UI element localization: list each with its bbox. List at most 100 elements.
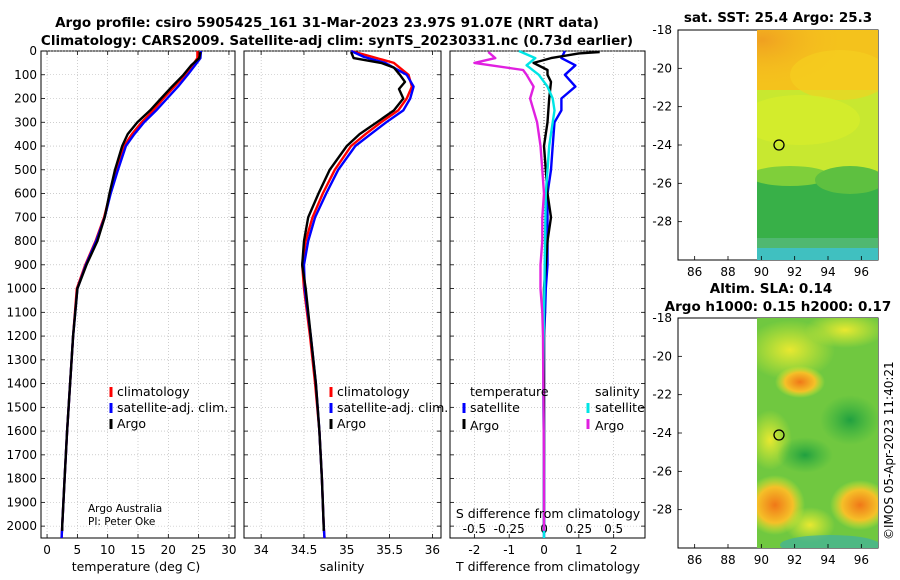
map-y-tick-label: -26 [652,464,672,478]
difference-lines [473,49,600,538]
sla-map-title-2: Argo h1000: 0.15 h2000: 0.17 [665,299,892,315]
y-tick-label: 600 [14,187,37,201]
legend-climatology: climatology [117,384,190,399]
sst-argo-marker [773,139,785,151]
salinity-legend: climatology satellite-adj. clim. Argo [329,384,448,431]
x-tick-label: 34 [253,543,268,557]
y-tick-label: 200 [14,92,37,106]
x-tick-label: 20 [161,543,176,557]
sst-map-ticks: 86 88 90 92 94 96 -20 -22 -24 -26 -28 -18 [652,23,869,279]
map-x-tick-label: 96 [854,553,869,567]
map-x-tick-label: 94 [820,553,835,567]
map-x-tick-label: 92 [787,553,802,567]
x-tick-label: 5 [74,543,82,557]
series-line-salinity-argo [473,51,546,531]
legend-s-satellite: satellite [595,400,645,415]
legend-argo: Argo [117,416,146,431]
temperature-lines [60,50,203,539]
sla-heatmap [757,318,878,548]
x-tick-label-t: 2 [610,543,618,557]
map-y-tick-label: -28 [652,503,672,517]
y-tick-label: 1100 [6,305,37,319]
temperature-legend: climatology satellite-adj. clim. Argo [109,384,228,431]
sst-heatmap [757,30,878,260]
map-y-tick-label: -20 [652,349,672,363]
map-y-tick-label: -18 [652,311,672,325]
y-tick-label: 1000 [6,282,37,296]
x-tick-label: 25 [191,543,206,557]
temperature-ticks: 0100200300400500600700800900100011001200… [6,44,236,557]
y-tick-label: 2000 [6,519,37,533]
difference-legend: temperature satellite Argo salinity sate… [462,384,645,433]
map-y-tick-label: -24 [652,138,672,152]
map-y-tick-label: -24 [652,426,672,440]
x-tick-label: 35 [339,543,354,557]
y-tick-label: 0 [29,44,37,58]
map-x-tick-label: 90 [754,553,769,567]
y-tick-label: 1300 [6,353,37,367]
x-tick-label: 36 [425,543,440,557]
sla-map-ticks: 86 88 90 92 94 96 -20 -22 -24 -26 -28 -18 [652,311,869,567]
sla-map-panel: Altim. SLA: 0.14 Argo h1000: 0.15 h2000:… [652,281,891,567]
title-line-1: Argo profile: csiro 5905425_161 31-Mar-2… [55,15,599,31]
legend-climatology: climatology [337,384,410,399]
legend-satellite: satellite-adj. clim. [117,400,228,415]
x-tick-label: 35.5 [376,543,403,557]
legend-s-argo: Argo [595,418,624,433]
difference-grid [450,50,645,538]
x-tick-label-t: -2 [468,543,480,557]
y-tick-label: 1400 [6,377,37,391]
map-x-tick-label: 90 [754,265,769,279]
difference-xlabel: T difference from climatology [455,559,641,574]
difference-panel: -2 -1 0 1 2-0.5 -0.25 0 0.25 0.5 T difference fr… [449,49,646,574]
map-y-tick-label: -26 [652,176,672,190]
x-tick-label-t: 1 [575,543,583,557]
y-tick-label: 400 [14,139,37,153]
y-tick-label: 300 [14,115,37,129]
series-line-argo [61,51,202,531]
map-x-tick-label: 88 [720,265,735,279]
x-tick-label: 0 [43,543,51,557]
y-tick-label: 1700 [6,448,37,462]
map-y-tick-label: -20 [652,61,672,75]
sst-map-panel: sat. SST: 25.4 Argo: 25.3 86 88 90 92 94 96 -2… [652,10,879,279]
legend-satellite: satellite-adj. clim. [337,400,448,415]
y-tick-label: 1900 [6,495,37,509]
map-x-tick-label: 92 [787,265,802,279]
map-y-tick-label: -28 [652,215,672,229]
sla-map-title-1: Altim. SLA: 0.14 [710,281,832,297]
legend-t-argo: Argo [470,418,499,433]
x-tick-label-s: 0.25 [565,522,592,536]
y-tick-label: 1800 [6,472,37,486]
y-tick-label: 500 [14,163,37,177]
y-tick-label: 1500 [6,400,37,414]
credit-line-1: Argo Australia [88,503,162,515]
y-tick-label: 700 [14,210,37,224]
title-line-2: Climatology: CARS2009. Satellite-adj cli… [41,33,633,49]
x-tick-label-s: -0.25 [494,522,525,536]
map-y-tick-label: -22 [652,100,672,114]
legend-t-satellite: satellite [470,400,520,415]
x-tick-label: 10 [100,543,115,557]
map-x-tick-label: 88 [720,553,735,567]
y-tick-label: 1200 [6,329,37,343]
x-tick-label: 30 [221,543,236,557]
temperature-panel: 0100200300400500600700800900100011001200… [6,44,236,574]
x-tick-label-s: -0.5 [463,522,486,536]
series-line-argo [301,51,407,531]
imos-watermark: ©IMOS 05-Apr-2023 11:40:21 [882,361,896,540]
map-x-tick-label: 86 [687,553,702,567]
y-tick-label: 900 [14,258,37,272]
difference-xlabel-top: S difference from climatology [456,506,641,521]
legend-salinity-title: salinity [595,384,640,399]
map-x-tick-label: 94 [820,265,835,279]
legend-argo: Argo [337,416,366,431]
map-y-tick-label: -22 [652,388,672,402]
y-tick-label: 100 [14,68,37,82]
sst-map-title: sat. SST: 25.4 Argo: 25.3 [684,10,872,26]
x-tick-label: 15 [130,543,145,557]
salinity-ticks: 34 34.5 35 35.5 36 [244,50,441,557]
legend-temperature-title: temperature [470,384,549,399]
salinity-lines [301,49,415,539]
